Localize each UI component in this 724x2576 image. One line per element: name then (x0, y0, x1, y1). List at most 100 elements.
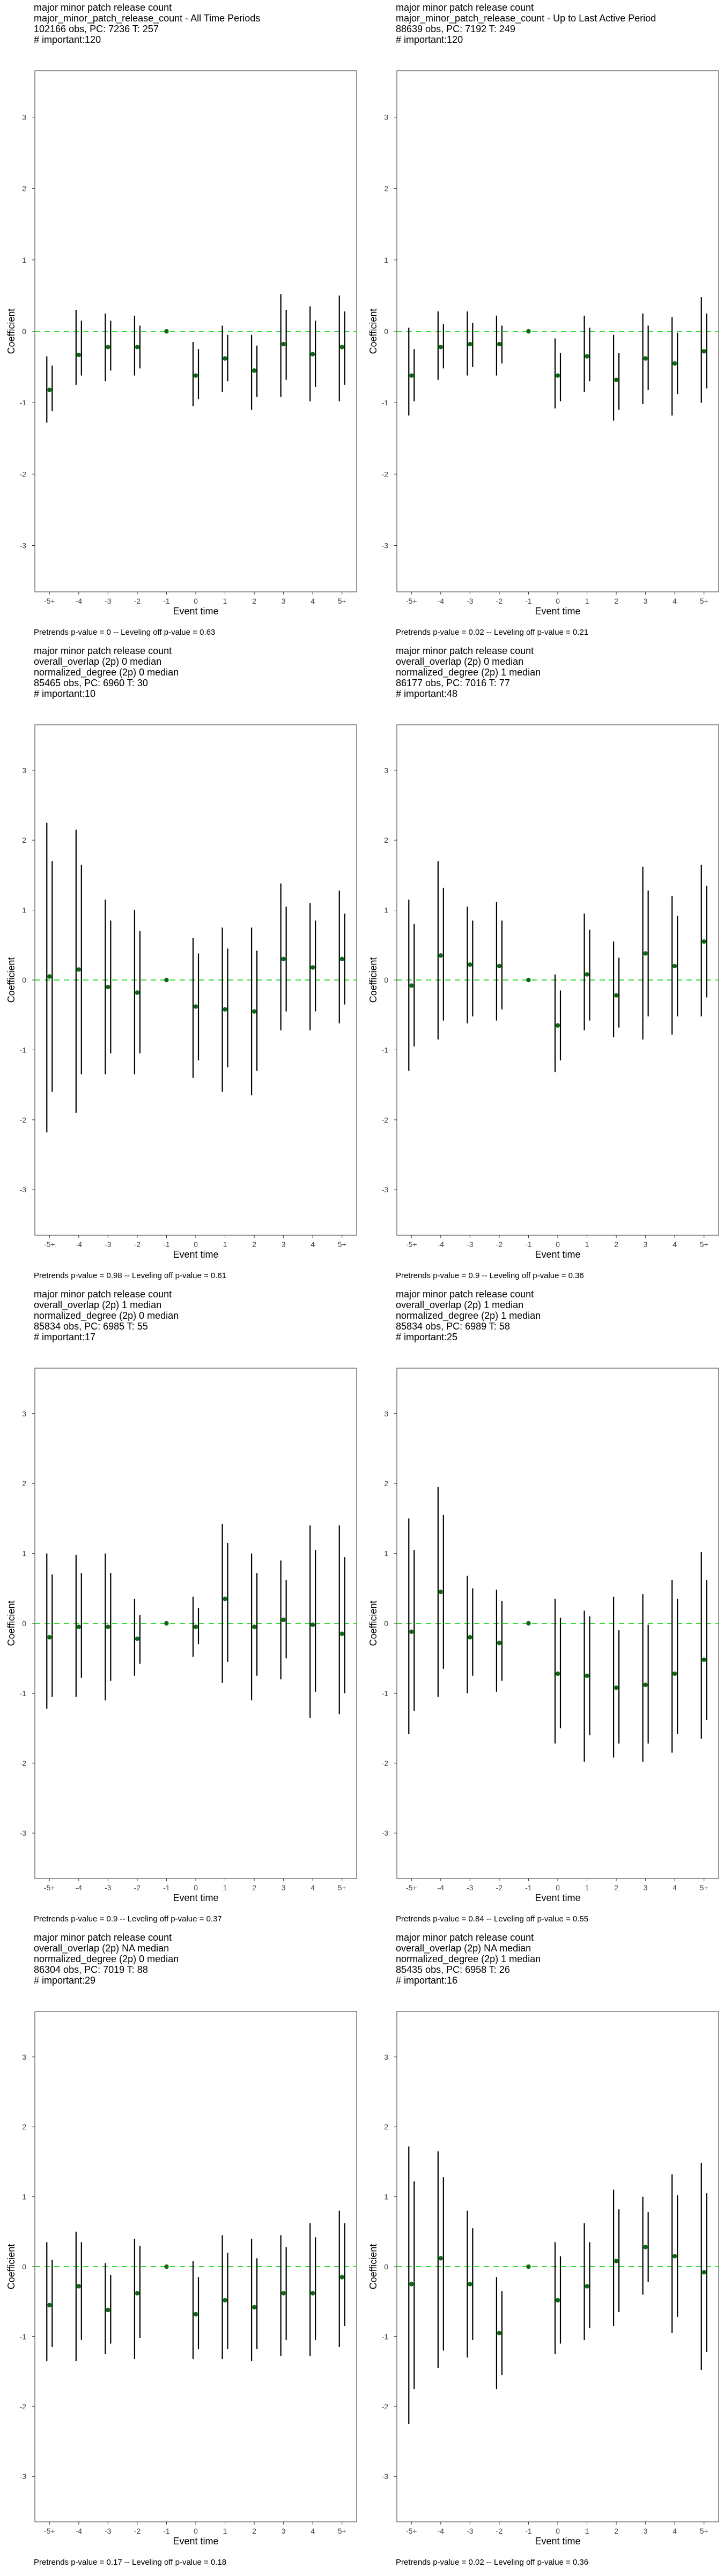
x-tick-label: -5+ (44, 1240, 55, 1249)
coefficient-point (409, 373, 414, 378)
x-tick-label: -2 (496, 2527, 503, 2535)
x-tick-label: 1 (585, 597, 589, 605)
coefficient-point (497, 342, 502, 347)
y-tick-label: 1 (384, 2193, 388, 2201)
chart-title-line: # important:17 (34, 1332, 95, 1342)
chart-title-line: 102166 obs, PC: 7236 T: 257 (34, 24, 159, 34)
coefficient-point (497, 963, 502, 969)
y-tick-label: 3 (384, 766, 388, 775)
x-tick-label: 5+ (700, 1240, 708, 1249)
y-tick-label: 2 (384, 836, 388, 844)
x-tick-label: -1 (525, 1240, 532, 1249)
y-tick-label: -1 (382, 1045, 389, 1054)
x-tick-label: 3 (282, 2527, 286, 2535)
x-tick-label: 2 (252, 597, 256, 605)
coefficient-point (281, 956, 286, 962)
coefficient-point (106, 345, 110, 350)
x-tick-label: -5+ (406, 2527, 417, 2535)
coefficient-point (614, 2259, 619, 2263)
y-tick-label: 3 (22, 1409, 26, 1418)
coefficient-point (614, 1685, 619, 1690)
x-tick-label: 1 (223, 597, 227, 605)
coefficient-point (468, 962, 472, 967)
coefficient-point (497, 1640, 502, 1645)
chart-panel-1: major minor patch release countmajor_min… (6, 2, 357, 637)
x-tick-label: -5+ (406, 597, 417, 605)
coefficient-point (281, 1617, 286, 1622)
x-tick-label: -2 (134, 2527, 141, 2535)
coefficient-point (310, 352, 315, 357)
x-tick-label: -1 (525, 2527, 532, 2535)
x-axis-title: Event time (535, 1249, 580, 1260)
coefficient-point (223, 1597, 227, 1601)
coefficient-point (409, 1629, 414, 1634)
coefficient-point (47, 2303, 52, 2307)
coefficient-point (672, 361, 677, 366)
x-axis-title: Event time (535, 1892, 580, 1903)
chart-title-line: normalized_degree (2p) 0 median (34, 667, 179, 678)
x-tick-label: -2 (496, 1883, 503, 1892)
coefficient-point (135, 2291, 140, 2296)
y-tick-label: -3 (382, 541, 389, 550)
chart-title-line: 88639 obs, PC: 7192 T: 249 (396, 24, 515, 34)
coefficient-point (223, 2298, 227, 2303)
y-tick-label: -3 (382, 2472, 389, 2481)
coefficient-point (164, 329, 169, 334)
coefficient-point (643, 1682, 648, 1687)
coefficient-point (106, 2307, 110, 2313)
y-tick-label: 3 (22, 766, 26, 775)
chart-title-line: major minor patch release count (396, 2, 534, 13)
x-tick-label: 0 (556, 597, 560, 605)
y-tick-label: 2 (22, 2122, 26, 2131)
chart-title-line: overall_overlap (2p) 1 median (396, 1300, 523, 1311)
x-tick-label: -4 (76, 1240, 83, 1249)
x-tick-label: -2 (134, 597, 141, 605)
y-tick-label: 0 (384, 1619, 388, 1628)
coefficient-point (281, 2291, 286, 2296)
coefficient-point (585, 2284, 589, 2289)
y-tick-label: -3 (20, 2472, 27, 2481)
coefficient-point (339, 956, 344, 962)
chart-title-line: 85435 obs, PC: 6958 T: 26 (396, 1964, 510, 1975)
x-tick-label: 4 (673, 1883, 677, 1892)
coefficient-point (193, 373, 198, 378)
coefficient-point (438, 2256, 444, 2261)
coefficient-point (281, 342, 286, 347)
y-tick-label: 1 (22, 256, 26, 264)
coefficient-point (47, 974, 52, 979)
x-axis-title: Event time (535, 606, 580, 617)
coefficient-point (252, 1009, 257, 1014)
coefficient-point (339, 1631, 344, 1636)
coefficient-point (614, 377, 619, 382)
coefficient-point (164, 1621, 169, 1626)
chart-title-line: overall_overlap (2p) 0 median (34, 656, 161, 667)
chart-panel-8: major minor patch release countoverall_o… (368, 1932, 719, 2567)
chart-title-line: # important:120 (34, 34, 101, 45)
x-tick-label: 4 (673, 2527, 677, 2535)
y-tick-label: -2 (382, 1759, 389, 1768)
x-tick-label: 3 (282, 597, 286, 605)
coefficient-point (223, 356, 227, 361)
coefficient-point (409, 2282, 414, 2287)
coefficient-point (106, 984, 110, 990)
y-tick-label: 1 (384, 1549, 388, 1558)
y-axis-title: Coefficient (6, 957, 17, 1003)
x-tick-label: -4 (76, 1883, 83, 1892)
y-tick-label: 0 (384, 327, 388, 336)
coefficient-point (252, 368, 257, 373)
coefficient-point (614, 993, 619, 998)
y-tick-label: -2 (382, 2402, 389, 2411)
x-tick-label: 1 (585, 1240, 589, 1249)
coefficient-point (468, 2282, 472, 2287)
x-tick-label: 2 (614, 597, 618, 605)
coefficient-point (76, 352, 82, 358)
x-tick-label: 1 (223, 1240, 227, 1249)
y-tick-label: 0 (384, 976, 388, 984)
coefficient-point (526, 977, 531, 983)
coefficient-point (76, 967, 82, 972)
x-tick-label: -2 (134, 1883, 141, 1892)
y-tick-label: 1 (22, 1549, 26, 1558)
chart-title-line: normalized_degree (2p) 1 median (396, 1954, 541, 1965)
coefficient-point (497, 2330, 502, 2336)
coefficient-point (468, 342, 472, 347)
